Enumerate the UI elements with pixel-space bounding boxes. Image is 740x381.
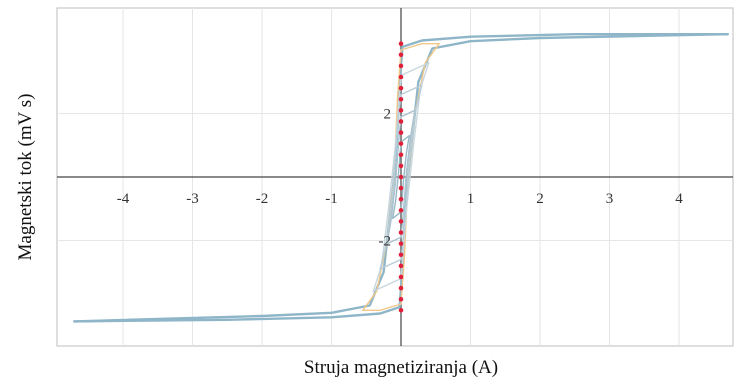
data-point-marker — [398, 263, 404, 269]
data-point-marker — [398, 63, 404, 69]
data-point-marker — [398, 85, 404, 91]
data-point-marker — [398, 185, 404, 191]
data-point-marker — [398, 296, 404, 302]
data-point-marker — [398, 119, 404, 124]
x-tick-label: 2 — [536, 191, 544, 207]
series-6-ascending-line — [392, 135, 410, 219]
data-point-marker — [398, 52, 404, 58]
data-point-marker — [398, 74, 404, 80]
series-4-ascending-line — [379, 84, 423, 270]
x-tick-label: -3 — [186, 191, 199, 207]
data-point-marker — [398, 41, 404, 46]
data-point-marker — [398, 274, 404, 280]
data-point-marker — [398, 174, 404, 180]
data-point-marker — [398, 208, 404, 213]
x-tick-label: 4 — [675, 191, 683, 207]
data-point-marker — [398, 252, 404, 258]
data-point-marker — [398, 141, 404, 146]
data-point-marker — [398, 163, 404, 169]
x-tick-label: 3 — [606, 191, 614, 207]
series-4-descending-line — [379, 84, 423, 270]
series-5-ascending-line — [386, 109, 416, 245]
series-3-descending-line — [372, 62, 430, 292]
series-5-descending-line — [386, 109, 416, 245]
y-axis-title: Magnetski tok (mV s) — [15, 94, 36, 261]
data-point-marker — [398, 96, 404, 102]
y-tick-label: 2 — [384, 107, 392, 123]
x-tick-label: -2 — [256, 191, 269, 207]
series-3-ascending-line — [372, 62, 430, 292]
data-point-marker — [398, 241, 404, 246]
data-point-marker — [398, 230, 404, 235]
data-point-marker — [398, 152, 404, 158]
data-point-marker — [398, 285, 404, 291]
y-tick-label: -2 — [379, 233, 392, 249]
data-point-marker — [398, 219, 404, 224]
data-point-marker — [398, 130, 404, 135]
x-axis-title: Struja magnetiziranja (A) — [304, 357, 498, 378]
x-tick-label: -1 — [325, 191, 338, 207]
data-point-marker — [398, 308, 404, 313]
data-point-marker — [398, 196, 404, 202]
x-tick-label: 1 — [467, 191, 475, 207]
series-6-descending-line — [392, 135, 410, 219]
x-tick-label: -4 — [117, 191, 130, 207]
data-point-marker — [398, 108, 404, 113]
